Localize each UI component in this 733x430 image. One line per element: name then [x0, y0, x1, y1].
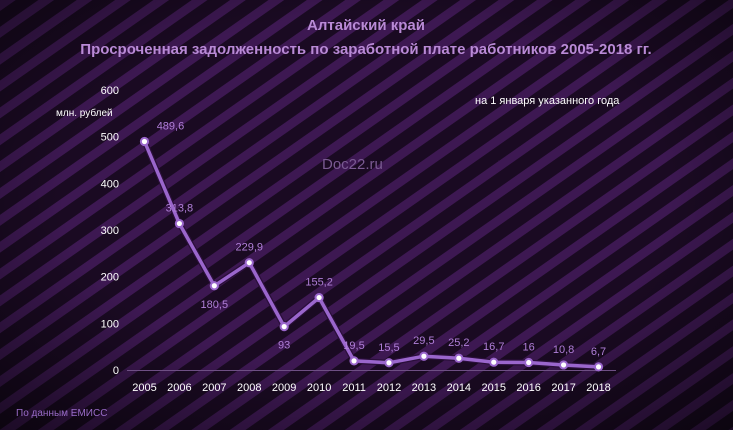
data-label: 180,5	[201, 299, 229, 311]
data-label: 19,5	[343, 340, 364, 352]
data-label: 29,5	[413, 335, 434, 347]
data-label: 6,7	[591, 346, 606, 358]
x-tick-label: 2009	[272, 382, 296, 394]
x-tick-label: 2016	[516, 382, 540, 394]
data-point	[593, 362, 604, 372]
data-label: 16	[523, 342, 535, 354]
x-tick-label: 2010	[307, 382, 331, 394]
data-point	[139, 136, 150, 147]
x-tick-label: 2017	[551, 382, 575, 394]
data-label: 93	[278, 340, 290, 352]
y-tick-label: 500	[101, 132, 119, 144]
data-point	[489, 357, 499, 367]
data-point	[524, 357, 534, 368]
data-point	[279, 322, 289, 332]
x-axis-ticks: 2005 2006 2007 2008 2009 2010 2011 2012 2013 2014…	[132, 382, 611, 394]
data-label: 155,2	[305, 277, 333, 289]
y-tick-label: 600	[101, 85, 119, 97]
watermark: Doc22.ru	[322, 156, 383, 173]
data-label: 16,7	[483, 341, 504, 353]
data-label: 25,2	[448, 337, 469, 349]
y-axis-ticks: 0 100 200 300 400 500 600	[101, 85, 119, 377]
x-tick-label: 2007	[202, 382, 226, 394]
data-label: 10,8	[553, 344, 574, 356]
data-point	[349, 356, 359, 366]
source-note: По данным ЕМИСС	[16, 408, 107, 419]
x-tick-label: 2008	[237, 382, 261, 394]
y-tick-label: 300	[101, 225, 119, 237]
data-point	[454, 353, 464, 363]
data-point	[314, 292, 324, 303]
data-labels: 489,6 313,8 180,5 229,9 93 155,2 19,5 15,5 29,5 2…	[157, 121, 606, 358]
data-point	[419, 351, 429, 361]
x-tick-label: 2005	[132, 382, 156, 394]
data-label: 489,6	[157, 121, 185, 133]
data-label: 313,8	[166, 203, 194, 215]
data-label: 15,5	[378, 342, 399, 354]
y-tick-label: 200	[101, 272, 119, 284]
chart-title: Алтайский край	[307, 17, 425, 34]
x-tick-label: 2018	[586, 382, 610, 394]
data-point	[209, 281, 219, 291]
data-point	[384, 358, 394, 368]
data-point	[244, 258, 254, 268]
y-axis-unit-label: млн. рублей	[56, 107, 113, 119]
data-point	[559, 360, 569, 370]
series-group	[139, 136, 604, 372]
data-point	[174, 218, 184, 229]
data-label: 229,9	[235, 242, 263, 254]
date-note: на 1 января указанного года	[475, 95, 620, 107]
y-tick-label: 0	[113, 365, 119, 377]
x-tick-label: 2011	[342, 382, 366, 394]
x-tick-label: 2015	[482, 382, 506, 394]
y-tick-label: 100	[101, 318, 119, 330]
x-tick-label: 2014	[447, 382, 471, 394]
x-tick-label: 2006	[167, 382, 191, 394]
x-tick-label: 2012	[377, 382, 401, 394]
x-tick-label: 2013	[412, 382, 436, 394]
y-tick-label: 400	[101, 178, 119, 190]
series-line	[142, 139, 601, 369]
chart-subtitle: Просроченная задолженность по заработной…	[80, 41, 651, 58]
